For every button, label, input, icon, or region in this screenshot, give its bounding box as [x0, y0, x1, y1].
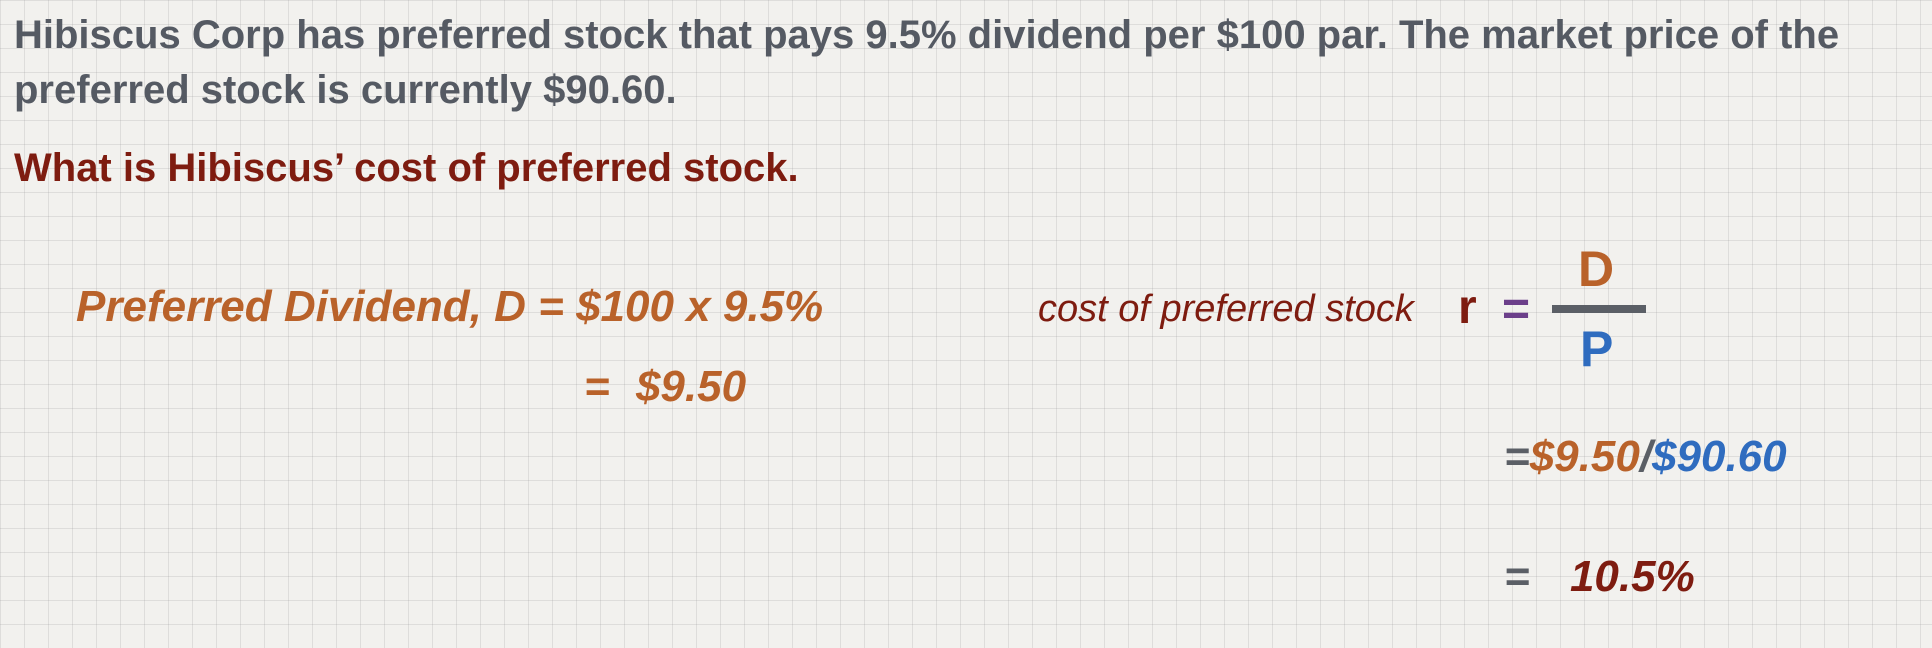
- cost-variable-r: r: [1458, 281, 1477, 334]
- dividend-equals: =: [538, 282, 564, 331]
- dividend-result: = $9.50: [584, 362, 746, 412]
- dividend-label: Preferred Dividend, D: [76, 282, 526, 331]
- question-text: What is Hibiscus’ cost of preferred stoc…: [14, 146, 799, 190]
- fraction-bar: [1552, 305, 1646, 313]
- fraction-denominator: P: [1580, 321, 1614, 377]
- calculation-price: $90.60: [1652, 432, 1787, 481]
- dividend-formula: Preferred Dividend, D = $100 x 9.5%: [76, 282, 823, 332]
- calculation-dividend: $9.50: [1529, 432, 1640, 481]
- calculation-line: =$9.50/$90.60: [1504, 432, 1787, 482]
- calculation-divide: /: [1639, 432, 1653, 481]
- dividend-result-equals: =: [584, 362, 610, 411]
- result-equals: =: [1504, 552, 1530, 601]
- fraction-numerator: D: [1578, 241, 1615, 297]
- problem-statement: Hibiscus Corp has preferred stock that p…: [14, 13, 1840, 112]
- dividend-result-value: $9.50: [635, 362, 747, 411]
- result-line: = 10.5%: [1504, 552, 1695, 602]
- result-value: 10.5%: [1569, 552, 1695, 601]
- cost-of-preferred-label: cost of preferred stock: [1038, 288, 1414, 330]
- dividend-expression: $100 x 9.5%: [576, 282, 824, 331]
- formula-equals: =: [1502, 283, 1531, 336]
- calculation-equals: =: [1504, 432, 1530, 481]
